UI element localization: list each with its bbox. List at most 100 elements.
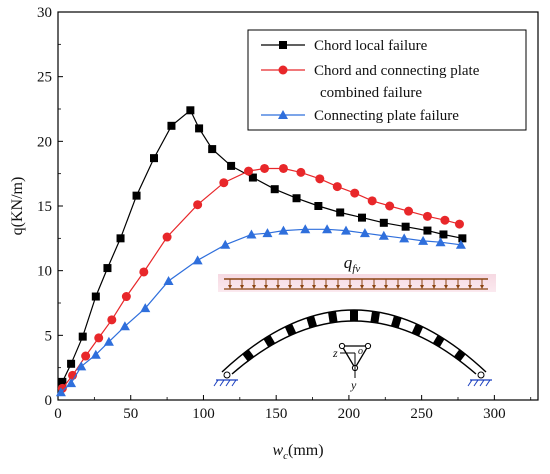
arch-block [370,311,380,323]
x-axis-title-main: w [272,442,283,459]
data-point [248,173,257,182]
data-point [186,106,195,115]
y-axis: 0 5 10 15 20 25 30 [37,5,63,409]
load-arrow-head [432,285,436,289]
data-point [278,163,288,173]
data-point [192,255,203,265]
right-support-icon [467,371,492,387]
data-point [341,225,351,235]
load-arrow-head [384,285,388,289]
load-diagram: qfv [218,253,496,292]
data-point [220,239,231,249]
load-arrow-head [408,285,412,289]
data-point [121,292,131,302]
arch-block [263,334,276,348]
data-point [139,267,149,277]
load-arrow-head [372,285,376,289]
data-point [76,361,87,371]
legend: Chord local failure Chord and connecting… [247,29,527,131]
series-1 [58,106,467,386]
legend-label-3: Connecting plate failure [314,108,459,124]
load-arrow-head [276,285,280,289]
y-tick-label: 0 [45,393,53,409]
data-point [94,333,104,343]
data-point [91,292,100,301]
x-tick-label: 200 [338,406,361,422]
data-point [350,188,360,198]
cross-section-icon: z o y [332,342,372,392]
legend-square-marker [279,41,287,49]
data-point [103,264,112,273]
load-arrow-head [420,285,424,289]
x-axis-title: wc(mm) [272,442,323,462]
y-axis-title: q(KN/m) [9,177,26,236]
legend-item-chord-local: Chord local failure [261,38,428,54]
data-point [378,230,389,240]
legend-item-plate: Connecting plate failure [261,108,459,124]
legend-label-2: Chord and connecting plate [314,63,480,79]
data-point [367,196,377,206]
load-arrow-head [228,285,232,289]
data-point [227,161,236,170]
legend-item-combined: Chord and connecting plate combined fail… [261,63,480,101]
series-2 [57,163,464,393]
data-point [278,225,289,235]
load-arrow-head [444,285,448,289]
load-arrow-head [360,285,364,289]
series-line [61,109,463,383]
load-arrow-head [312,285,316,289]
data-point [246,229,257,239]
load-arrow-head [324,285,328,289]
data-point [208,145,217,154]
data-point [292,194,301,203]
load-arrow-head [288,285,292,289]
data-point [300,224,311,234]
data-point [262,228,273,238]
load-arrow-head [480,285,484,289]
load-arrow-head [240,285,244,289]
data-point [455,239,466,249]
arch-diagram: z o y [213,309,492,392]
data-point [315,174,325,184]
data-point [270,185,279,194]
data-point [58,377,67,386]
data-point [422,211,432,221]
data-point [454,219,464,229]
data-point [440,215,450,225]
x-tick-label: 50 [123,406,138,422]
data-point [423,226,432,235]
data-point [132,191,141,200]
legend-label-1: Chord local failure [314,38,428,54]
data-point [439,230,448,239]
load-arrow-head [300,285,304,289]
y-tick-label: 20 [37,134,52,150]
data-point [150,154,158,163]
data-point [296,167,306,177]
arch-block [328,311,338,323]
x-tick-label: 150 [265,406,288,422]
legend-box [247,29,527,131]
x-axis: 0 50 100 150 200 250 300 [54,395,532,422]
legend-circle-marker [278,65,288,75]
load-label-main: q [344,253,353,272]
load-arrow-head [456,285,460,289]
y-tick-label: 25 [37,70,52,86]
data-point [322,224,333,234]
arch-block [306,315,317,328]
load-arrow-head [336,285,340,289]
data-point [103,336,114,346]
load-label-sub: fv [352,263,360,275]
series-3 [55,224,466,397]
inset-axis-z-label: z [332,346,338,360]
arch-blocks [241,310,467,362]
data-point [219,178,229,188]
data-point [404,206,414,216]
data-point [336,208,345,217]
y-tick-label: 15 [37,199,52,215]
data-point [458,234,467,243]
data-point [66,378,77,388]
left-support-icon [213,371,238,387]
data-point [359,228,370,238]
arch-block [391,315,402,328]
